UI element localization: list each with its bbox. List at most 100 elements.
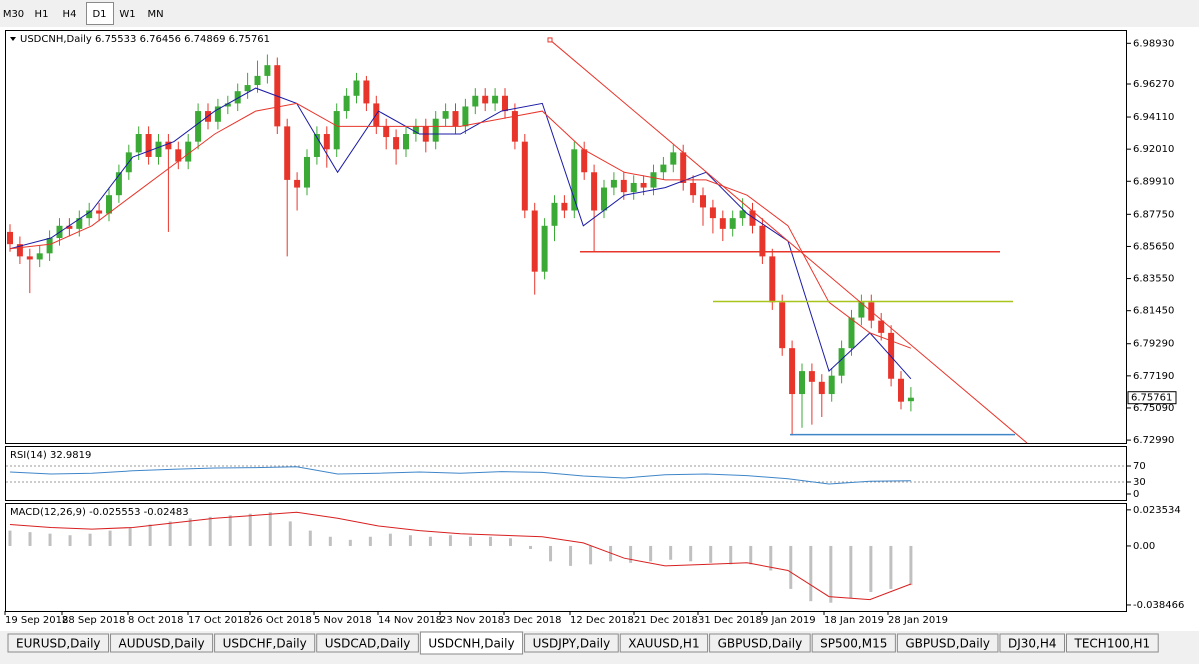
macd-bar — [669, 545, 673, 560]
timeframe-label[interactable]: H4 — [63, 9, 77, 20]
candle-body — [601, 187, 607, 211]
macd-bar — [509, 538, 512, 546]
y-tick-label: 6.79290 — [1133, 339, 1174, 350]
candle-body — [165, 141, 172, 150]
timeframe-label[interactable]: H1 — [35, 9, 49, 20]
collapse-arrow[interactable] — [10, 37, 16, 41]
candle-body — [799, 371, 805, 395]
macd-bar — [889, 545, 893, 589]
tab-label[interactable]: DJ30,H4 — [1008, 637, 1057, 651]
macd-bar — [709, 545, 713, 563]
timeframe-button[interactable] — [142, 2, 170, 25]
candle-body — [640, 182, 647, 188]
tab[interactable] — [7, 633, 110, 653]
candle-body — [224, 103, 231, 107]
x-tick-label: 9 Jan 2019 — [762, 615, 816, 626]
macd-bar — [348, 539, 352, 546]
macd-bar — [428, 536, 432, 546]
candle-body — [541, 225, 548, 272]
macd-bar — [809, 545, 813, 602]
timeframe-button[interactable] — [56, 2, 84, 25]
timeframe-label[interactable]: M30 — [3, 9, 24, 20]
macd-signal — [9, 511, 912, 601]
low: 6.74869 — [184, 34, 225, 45]
timeframe-button[interactable] — [0, 2, 28, 25]
tab[interactable] — [999, 633, 1065, 653]
candle-body — [789, 348, 796, 395]
macd-bar — [128, 527, 132, 546]
candle-body — [690, 182, 697, 196]
tab-label[interactable]: USDCAD,Daily — [325, 637, 411, 651]
candle-body — [670, 152, 677, 165]
tab[interactable] — [110, 633, 214, 653]
y-tick-label: 6.89910 — [1133, 176, 1174, 187]
macd-bar — [849, 545, 853, 599]
macd-name: MACD(12,26,9) — [10, 507, 86, 518]
candle-body — [818, 381, 825, 395]
candle-body — [294, 179, 301, 188]
candle-body — [284, 126, 291, 180]
timeframe-label[interactable]: MN — [147, 9, 163, 20]
tab-label[interactable]: GBPUSD,Daily — [905, 637, 990, 651]
tab[interactable] — [1066, 633, 1159, 653]
tab-label[interactable]: TECH100,H1 — [1074, 637, 1151, 651]
candle-body — [36, 253, 43, 260]
tab-label[interactable]: USDJPY,Daily — [533, 637, 611, 651]
tab-label[interactable]: SP500,M15 — [820, 637, 887, 651]
macd-bar — [649, 545, 653, 562]
macd-bar — [88, 533, 92, 546]
timeframe-label[interactable]: W1 — [119, 9, 135, 20]
tab-label[interactable]: XAUUSD,H1 — [628, 637, 699, 651]
candle-body — [898, 378, 904, 402]
timeframe-button[interactable] — [28, 2, 56, 25]
trendline-anchor[interactable] — [547, 37, 553, 43]
x-tick-label: 21 Dec 2018 — [634, 615, 698, 626]
tab-label[interactable]: EURUSD,Daily — [16, 637, 101, 651]
candle-body — [106, 195, 112, 214]
x-tick-label: 31 Dec 2018 — [698, 615, 762, 626]
timeframe-label[interactable]: D1 — [92, 9, 106, 20]
candle-body — [521, 141, 528, 211]
macd-bar — [769, 545, 773, 571]
candle-body — [610, 179, 617, 188]
y-tick-label: 6.85650 — [1133, 241, 1174, 252]
tab[interactable] — [619, 633, 709, 653]
macd-tick-label: 0.00 — [1133, 541, 1155, 552]
candle-body — [323, 134, 330, 150]
tab-label[interactable]: USDCNH,Daily — [428, 637, 514, 651]
tab[interactable] — [524, 633, 619, 653]
tab[interactable] — [316, 633, 419, 653]
tab-label[interactable]: USDCHF,Daily — [223, 637, 307, 651]
candle-body — [86, 210, 93, 219]
tab[interactable] — [811, 633, 896, 653]
candle-body — [511, 111, 518, 142]
tab[interactable] — [709, 633, 811, 653]
macd-bar — [629, 545, 633, 563]
timeframe-button[interactable] — [114, 2, 142, 25]
tab[interactable] — [214, 633, 316, 653]
tab-label[interactable]: GBPUSD,Daily — [718, 637, 803, 651]
main-panel — [5, 30, 1127, 444]
candle-body — [175, 149, 182, 162]
timeframe-button[interactable] — [86, 2, 114, 25]
candle-body — [16, 244, 23, 257]
candle-body — [145, 134, 152, 157]
tab[interactable] — [896, 633, 999, 653]
tab-label[interactable]: AUDUSD,Daily — [119, 637, 205, 651]
tab[interactable] — [419, 631, 524, 655]
candle-body — [353, 80, 360, 96]
macd-panel — [5, 503, 1127, 612]
candle-body — [492, 95, 499, 104]
candle-body — [888, 332, 895, 379]
x-tick-label: 14 Nov 2018 — [378, 615, 442, 626]
plot-marks: 6.98930 6.96270 6.94110 6.92010 6.89910 6.877… — [4, 37, 1184, 626]
rsi-panel — [5, 446, 1127, 501]
y-tick-label: 6.87750 — [1133, 209, 1174, 220]
candle-body — [333, 111, 340, 150]
candle-body — [393, 137, 400, 150]
macd-bar — [268, 512, 272, 546]
candle-body — [234, 91, 241, 104]
y-tick-label: 6.72990 — [1133, 435, 1174, 446]
candle-body — [630, 182, 637, 193]
candle-body — [244, 85, 251, 92]
